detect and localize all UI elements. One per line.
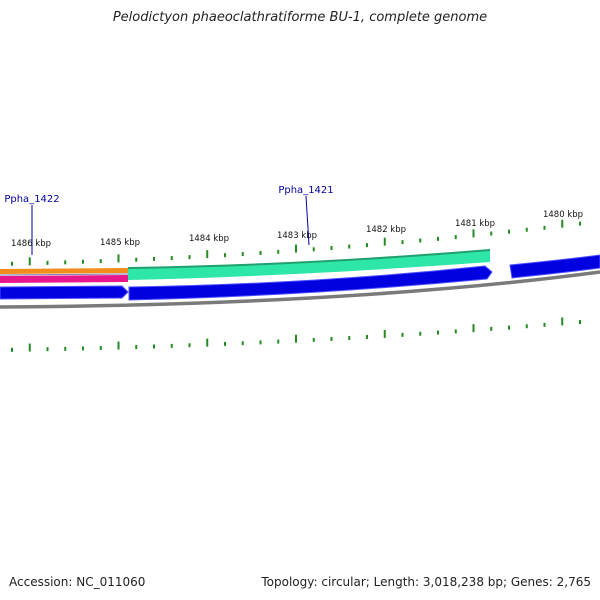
- tick-row-upper: [11, 219, 581, 266]
- tick-label: 1482 kbp: [366, 225, 406, 235]
- genome-backbone: [0, 270, 600, 309]
- pink-feature[interactable]: [0, 275, 128, 283]
- tick-label: 1481 kbp: [455, 219, 495, 229]
- gene-label-ppha-1422[interactable]: Ppha_1422: [4, 194, 59, 205]
- map-title: Pelodictyon phaeoclathratiforme BU-1, co…: [112, 10, 488, 25]
- topology-label: Topology: circular; Length: 3,018,238 bp…: [261, 575, 591, 589]
- tick-label: 1486 kbp: [11, 239, 51, 249]
- tick-row-lower: [11, 317, 581, 352]
- cds-arrow-left[interactable]: [0, 285, 129, 300]
- cds-arrow-right[interactable]: [509, 254, 600, 279]
- tick-label: 1485 kbp: [100, 238, 140, 248]
- accession-label: Accession: NC_011060: [9, 575, 146, 589]
- green-feature-edge: [127, 249, 491, 269]
- tick-labels: 1486 kbp 1485 kbp 1484 kbp 1483 kbp 1482…: [11, 210, 583, 249]
- gene-label-ppha-1421[interactable]: Ppha_1421: [278, 185, 333, 196]
- feature-divider: [0, 273, 129, 276]
- tick-label: 1483 kbp: [277, 231, 317, 241]
- tick-label: 1484 kbp: [189, 234, 229, 244]
- tick-label: 1480 kbp: [543, 210, 583, 220]
- cds-arrow-middle[interactable]: [128, 265, 493, 301]
- gene-label-leader: [305, 195, 310, 246]
- orange-feature[interactable]: [0, 268, 128, 274]
